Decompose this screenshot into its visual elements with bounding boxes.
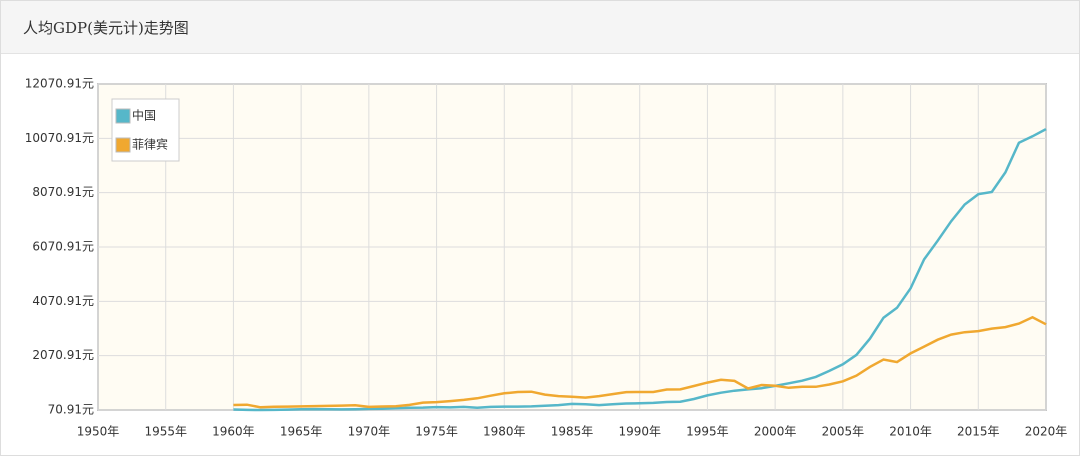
x-tick-label: 1975年 <box>415 425 458 439</box>
x-tick-label: 1970年 <box>348 425 391 439</box>
x-tick-label: 1950年 <box>77 425 120 439</box>
x-tick-label: 2005年 <box>822 425 865 439</box>
x-tick-label: 1985年 <box>551 425 594 439</box>
x-tick-label: 1955年 <box>144 425 187 439</box>
x-tick-label: 2010年 <box>889 425 932 439</box>
y-tick-label: 4070.91元 <box>32 294 94 308</box>
line <box>233 315 1047 409</box>
legend-label: 菲律宾 <box>132 137 168 152</box>
y-tick-label: 12070.91元 <box>25 77 94 91</box>
y-tick-label: 6070.91元 <box>32 240 94 254</box>
legend-label: 中国 <box>132 108 156 123</box>
x-tick-label: 2000年 <box>754 425 797 439</box>
x-tick-label: 1965年 <box>280 425 323 439</box>
x-tick-label: 2015年 <box>957 425 1000 439</box>
y-tick-label: 10070.91元 <box>25 131 94 145</box>
legend-swatch <box>115 137 131 153</box>
legend-swatch <box>115 108 131 124</box>
chart-title: 人均GDP(美元计)走势图 <box>23 19 189 37</box>
y-tick-label: 70.91元 <box>48 403 94 417</box>
x-tick-label: 1995年 <box>686 425 729 439</box>
x-tick-label: 1960年 <box>212 425 255 439</box>
x-tick-label: 2020年 <box>1025 425 1068 439</box>
line <box>233 127 1047 412</box>
x-tick-label: 1980年 <box>483 425 526 439</box>
y-tick-label: 8070.91元 <box>32 185 94 199</box>
panel-header: 人均GDP(美元计)走势图 <box>1 1 1079 54</box>
y-tick-label: 2070.91元 <box>32 348 94 362</box>
x-tick-label: 1990年 <box>618 425 661 439</box>
